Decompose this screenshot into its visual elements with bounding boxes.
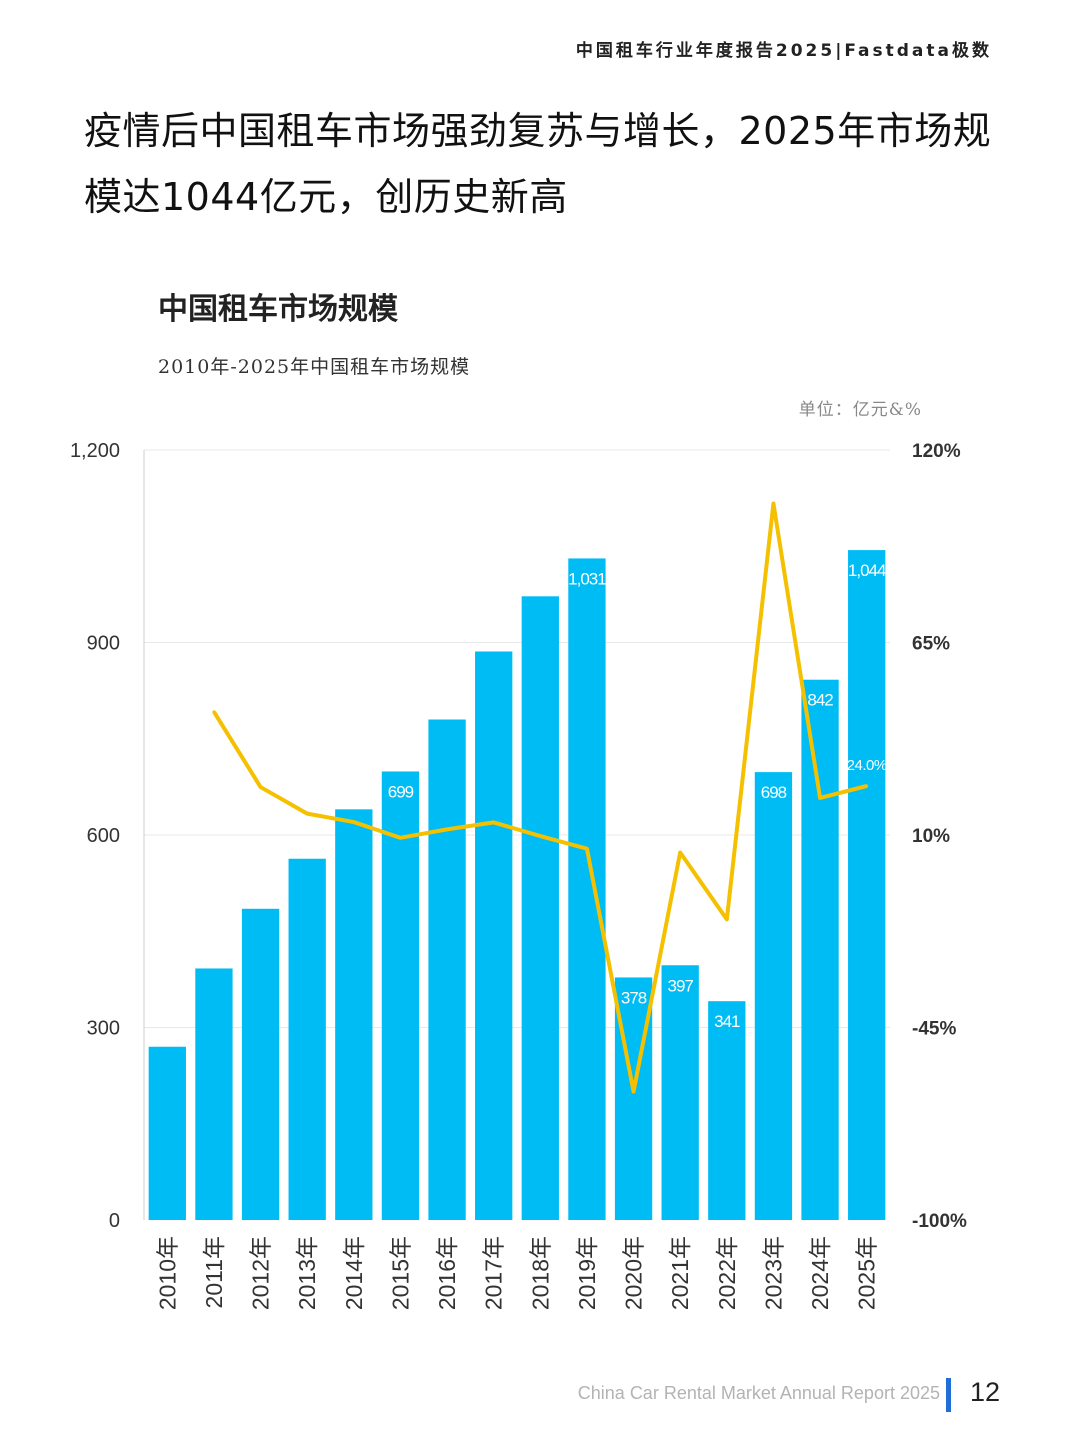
bar <box>335 809 373 1220</box>
growth-rate-point <box>305 812 309 816</box>
growth-rate-point <box>632 1090 636 1094</box>
x-tick-label: 2010年 <box>154 1236 180 1310</box>
y-right-tick-label: 120% <box>912 441 961 462</box>
y-right-tick-label: -100% <box>912 1211 967 1232</box>
growth-rate-point <box>259 785 263 789</box>
bar-data-label: 341 <box>714 1012 740 1031</box>
unit-label: 单位：亿元&% <box>798 400 922 420</box>
x-tick-label: 2023年 <box>760 1236 786 1310</box>
y-left-tick-label: 0 <box>109 1210 120 1232</box>
bar <box>568 558 606 1220</box>
bar <box>148 1046 186 1220</box>
growth-rate-point <box>865 784 869 788</box>
growth-rate-point <box>725 917 729 921</box>
growth-rate-point <box>538 834 542 838</box>
bar <box>381 771 420 1220</box>
x-tick-label: 2019年 <box>574 1236 600 1310</box>
bar <box>475 651 513 1220</box>
x-tick-label: 2020年 <box>621 1236 647 1310</box>
bar <box>521 596 559 1220</box>
bar-data-label: 397 <box>668 976 694 995</box>
x-tick-label: 2024年 <box>807 1236 833 1310</box>
growth-rate-point <box>212 710 216 714</box>
x-tick-label: 2013年 <box>294 1236 320 1310</box>
y-right-tick-label: 10% <box>912 826 950 847</box>
bar <box>754 772 793 1220</box>
y-left-tick-label: 1,200 <box>70 440 120 462</box>
y-right-tick-label: 65% <box>912 634 950 655</box>
bar <box>288 858 326 1220</box>
page-number: 12 <box>970 1377 1001 1407</box>
bar <box>428 719 466 1220</box>
bar-data-label: 699 <box>388 782 414 801</box>
bar <box>661 965 699 1220</box>
growth-rate-point <box>492 820 496 824</box>
bar <box>801 679 839 1220</box>
growth-rate-point <box>445 827 449 831</box>
bar-data-label: 378 <box>621 988 647 1007</box>
bar <box>241 908 280 1220</box>
growth-rate-point <box>678 851 682 854</box>
growth-rate-point <box>398 836 402 840</box>
market-size-chart: 0 300 600 900 1,200 -100% -45% 10% 65% 120% 699 1,0… <box>70 440 967 1310</box>
x-tick-label: 2025年 <box>854 1236 880 1310</box>
bar-data-label: 1,031 <box>568 569 606 588</box>
footer-divider <box>946 1378 951 1412</box>
line-data-label: 24.0% <box>847 757 887 774</box>
x-tick-label: 2017年 <box>481 1236 507 1310</box>
growth-rate-point <box>818 796 822 800</box>
bar-data-label: 698 <box>761 783 787 802</box>
page-headline: 疫情后中国租车市场强劲复苏与增长，2025年市场规模达1044亿元，创历史新高 <box>84 109 992 219</box>
y-left-tick-label: 600 <box>87 825 120 847</box>
bar <box>195 968 233 1220</box>
chart-title: 中国租车市场规模 <box>158 292 398 327</box>
bar <box>848 550 886 1220</box>
growth-rate-point <box>585 847 589 851</box>
x-tick-label: 2022年 <box>714 1236 740 1310</box>
footer-report-name: China Car Rental Market Annual Report 20… <box>577 1383 940 1403</box>
x-tick-label: 2016年 <box>434 1236 460 1310</box>
x-tick-label: 2015年 <box>387 1236 413 1310</box>
x-tick-label: 2021年 <box>667 1236 693 1310</box>
y-left-tick-label: 900 <box>87 633 120 655</box>
bar <box>708 1001 746 1220</box>
chart-subtitle: 2010年-2025年中国租车市场规模 <box>158 356 471 378</box>
bar-data-label: 1,044 <box>848 561 886 580</box>
y-left-tick-label: 300 <box>87 1018 120 1040</box>
bar-data-label: 842 <box>807 691 833 710</box>
x-tick-label: 2018年 <box>527 1236 553 1310</box>
x-tick-label: 2012年 <box>248 1236 274 1310</box>
report-header: 中国租车行业年度报告2025|Fastdata极数 <box>575 41 992 61</box>
x-tick-label: 2014年 <box>341 1236 367 1310</box>
x-tick-label: 2011年 <box>201 1236 227 1308</box>
growth-rate-point <box>771 502 775 506</box>
y-right-tick-label: -45% <box>912 1019 956 1040</box>
growth-rate-point <box>352 820 356 824</box>
